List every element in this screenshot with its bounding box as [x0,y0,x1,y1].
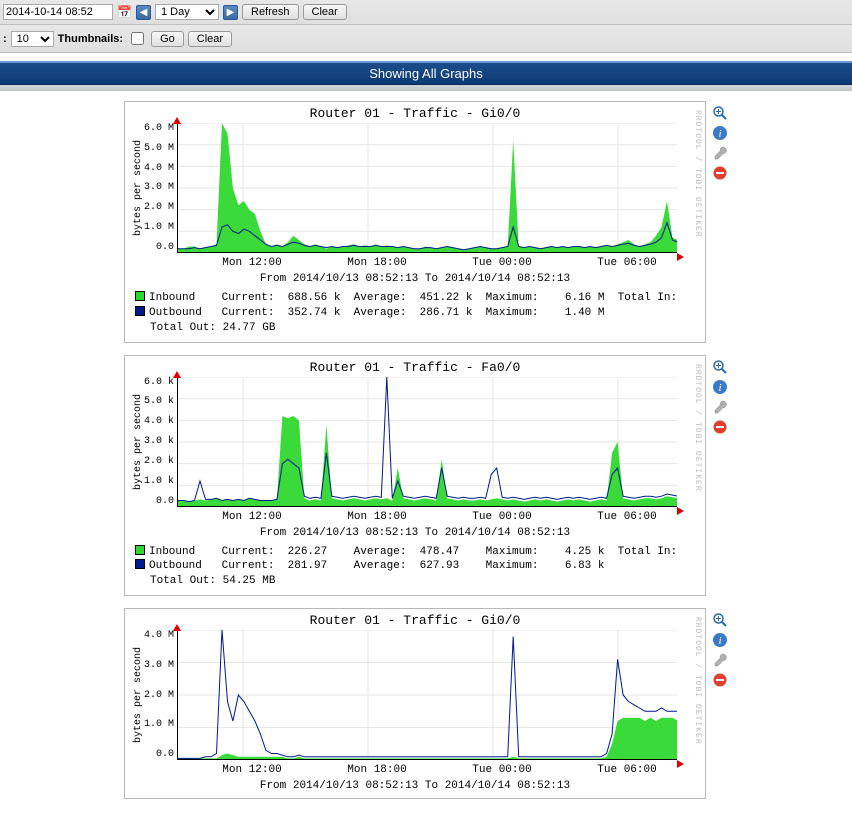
yticks: 6.0 M5.0 M4.0 M3.0 M2.0 M1.0 M0.0 [144,123,177,253]
clear2-button[interactable]: Clear [188,31,232,47]
legend: Inbound Current: 688.56 k Average: 451.2… [125,291,705,342]
stop-icon[interactable] [712,419,728,435]
thumbnails-label: Thumbnails: [58,33,123,45]
graph-actions: i [712,101,728,181]
graph-card: RRDTOOL / TOBI OETIKERRouter 01 - Traffi… [124,355,706,597]
graph-card: RRDTOOL / TOBI OETIKERRouter 01 - Traffi… [124,608,706,799]
nav-next-icon[interactable]: ▶ [223,5,238,20]
from-line: From 2014/10/13 08:52:13 To 2014/10/14 0… [125,525,705,545]
datetime-input[interactable] [3,4,113,20]
graph-card: RRDTOOL / TOBI OETIKERRouter 01 - Traffi… [124,101,706,343]
nav-prev-icon[interactable]: ◀ [136,5,151,20]
stop-icon[interactable] [712,672,728,688]
go-button[interactable]: Go [151,31,184,47]
svg-text:i: i [718,128,721,140]
ylabel: bytes per second [131,630,144,760]
banner: Showing All Graphs [0,61,852,85]
clear-button[interactable]: Clear [303,4,347,20]
from-line: From 2014/10/13 08:52:13 To 2014/10/14 0… [125,271,705,291]
range-select[interactable]: 1 Hour1 Day1 Week1 Month1 Year [155,4,219,20]
ylabel: bytes per second [131,123,144,253]
graph-actions: i [712,608,728,688]
zoom-icon[interactable] [712,105,728,121]
info-icon[interactable]: i [712,125,728,141]
thumbnails-checkbox[interactable] [131,32,144,45]
calendar-icon[interactable]: 📅 [117,5,132,20]
graphs-container: RRDTOOL / TOBI OETIKERRouter 01 - Traffi… [0,91,852,799]
graph-title: Router 01 - Traffic - Gi0/0 [125,609,705,628]
zoom-icon[interactable] [712,612,728,628]
ylabel: bytes per second [131,377,144,507]
info-icon[interactable]: i [712,632,728,648]
wrench-icon[interactable] [712,652,728,668]
zoom-icon[interactable] [712,359,728,375]
wrench-icon[interactable] [712,399,728,415]
plot [177,123,677,253]
graph-title: Router 01 - Traffic - Gi0/0 [125,102,705,121]
plot [177,630,677,760]
yticks: 4.0 M3.0 M2.0 M1.0 M0.0 [144,630,177,760]
refresh-button[interactable]: Refresh [242,4,299,20]
wrench-icon[interactable] [712,145,728,161]
count-select[interactable]: 5102050100 [11,31,54,47]
svg-text:i: i [718,382,721,394]
svg-text:i: i [718,635,721,647]
graph-title: Router 01 - Traffic - Fa0/0 [125,356,705,375]
legend: Inbound Current: 226.27 Average: 478.47 … [125,545,705,596]
from-line: From 2014/10/13 08:52:13 To 2014/10/14 0… [125,778,705,798]
toolbar-top: 📅 ◀ 1 Hour1 Day1 Week1 Month1 Year ▶ Ref… [0,0,852,25]
graph-actions: i [712,355,728,435]
yticks: 6.0 k5.0 k4.0 k3.0 k2.0 k1.0 k0.0 [144,377,177,507]
toolbar-bottom: : 5102050100 Thumbnails: Go Clear [0,25,852,53]
info-icon[interactable]: i [712,379,728,395]
stop-icon[interactable] [712,165,728,181]
plot [177,377,677,507]
